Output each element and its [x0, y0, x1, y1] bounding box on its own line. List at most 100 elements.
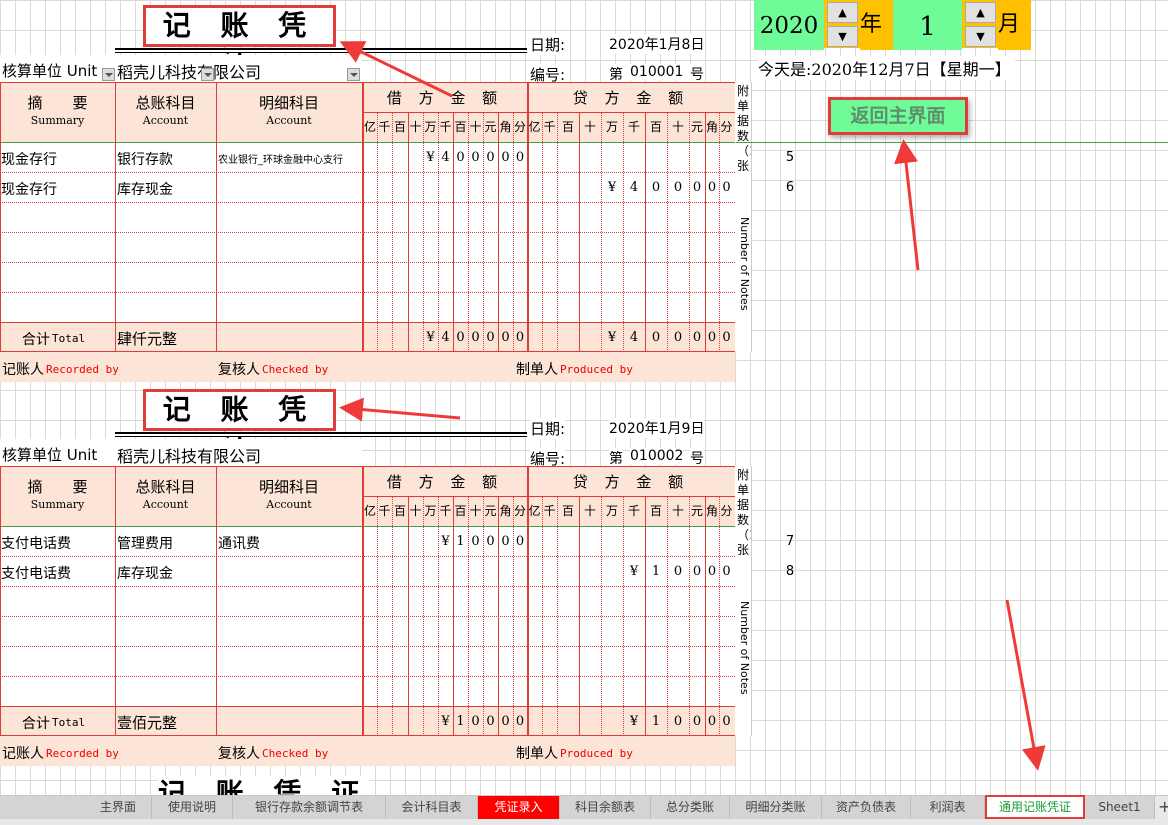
digit-column-border	[377, 112, 378, 352]
detail-filter-icon[interactable]	[347, 68, 360, 81]
tab-scroll-area[interactable]	[0, 796, 85, 819]
row-divider	[0, 202, 735, 203]
total-credit-digit: 0	[651, 330, 661, 345]
debit-digit-header: 分	[513, 120, 526, 134]
voucher-number: 010001	[630, 64, 684, 80]
attachment-count[interactable]: 7	[785, 534, 795, 549]
attachment-count[interactable]: 5	[785, 150, 795, 165]
debit-digit-header: 千	[378, 120, 391, 134]
filter-triangle-icon	[105, 73, 113, 77]
debit-digit-header: 元	[484, 504, 497, 518]
tab-11[interactable]: Sheet1	[1085, 796, 1155, 819]
column-border	[115, 466, 116, 736]
filter-triangle-icon	[204, 73, 212, 77]
header-summary: 摘 要	[27, 478, 88, 496]
tab-3[interactable]: 会计科目表	[386, 796, 478, 819]
total-credit-digit: 0	[692, 330, 702, 345]
attachment-count[interactable]: 6	[785, 180, 795, 195]
year-spinner[interactable]: ▲ ▼	[824, 0, 860, 48]
tab-1[interactable]: 使用说明	[152, 796, 233, 819]
row-summary: 支付电话费	[1, 536, 71, 552]
total-row	[0, 706, 735, 736]
row-summary: 现金存行	[1, 152, 57, 168]
unit-name[interactable]: 稻壳儿科技有限公司	[117, 63, 262, 82]
month-spinner[interactable]: ▲ ▼	[962, 0, 998, 48]
debit-digit-header: 亿	[363, 504, 376, 518]
total-debit-digit: 4	[441, 330, 450, 345]
credit-digit-header: 万	[605, 120, 618, 134]
tab-5[interactable]: 科目余额表	[560, 796, 651, 819]
column-border	[362, 466, 363, 736]
digit-column-border	[423, 496, 424, 736]
digit-column-border	[689, 112, 690, 352]
return-main-button[interactable]: 返回主界面	[828, 97, 968, 135]
row-divider	[0, 676, 735, 677]
table-top-border	[0, 82, 735, 83]
debit-digit: 1	[456, 534, 465, 549]
credit-digit-header: 千	[543, 120, 556, 134]
sign-produced-label: 制单人	[516, 746, 558, 762]
total-label-en: Total	[52, 332, 86, 345]
tab-2[interactable]: 银行存款余额调节表	[233, 796, 386, 819]
row-detail: 通讯费	[218, 536, 260, 552]
total-debit-digit: 0	[501, 330, 510, 345]
debit-digit-header: 十	[469, 120, 482, 134]
header-debit: 借 方 金 额	[386, 89, 504, 107]
sign-checked-label: 复核人	[218, 746, 260, 762]
total-credit-digit: 0	[673, 714, 683, 729]
digit-column-border	[705, 496, 706, 736]
total-credit-digit: 4	[629, 330, 639, 345]
tab-10[interactable]: 通用记账凭证	[985, 795, 1085, 819]
digit-column-border	[408, 496, 409, 736]
unit-name[interactable]: 稻壳儿科技有限公司	[117, 447, 262, 466]
month-display: 1	[893, 0, 962, 50]
year-up-icon[interactable]: ▲	[827, 2, 858, 23]
voucher-table: 摘 要 Summary 总账科目 Account 明细科目 Account 借 方 金 额 贷…	[0, 82, 736, 352]
attachment-count[interactable]: 8	[785, 564, 795, 579]
tab-4[interactable]: 凭证录入	[478, 796, 560, 819]
debit-digit: ¥	[441, 534, 450, 549]
filter-triangle-icon	[350, 73, 358, 77]
digit-column-border	[689, 496, 690, 736]
tab-8[interactable]: 资产负债表	[822, 796, 911, 819]
digit-column-border	[483, 112, 484, 352]
debit-digit-header: 元	[484, 120, 497, 134]
credit-digit-header: 百	[649, 120, 662, 134]
tab-0[interactable]: 主界面	[85, 796, 152, 819]
debit-digit-header: 十	[409, 120, 422, 134]
tab-7[interactable]: 明细分类账	[730, 796, 822, 819]
digit-column-border	[601, 496, 602, 736]
year-down-icon[interactable]: ▼	[827, 26, 858, 47]
digit-column-border	[623, 112, 624, 352]
header-account-en: Account	[142, 498, 189, 511]
unit-label-filter-icon[interactable]	[102, 68, 115, 81]
credit-digit-header: 元	[690, 504, 703, 518]
tab-6[interactable]: 总分类账	[651, 796, 730, 819]
tab-9[interactable]: 利润表	[911, 796, 985, 819]
debit-digit-header: 分	[513, 504, 526, 518]
month-down-icon[interactable]: ▼	[965, 26, 996, 47]
row-account: 库存现金	[117, 182, 173, 198]
account-filter-icon[interactable]	[201, 68, 214, 81]
row-detail: 农业银行_环球金融中心支行	[218, 155, 343, 166]
month-up-icon[interactable]: ▲	[965, 2, 996, 23]
digit-column-border	[645, 112, 646, 352]
sign-produced-label-en: Produced by	[560, 747, 633, 760]
header-account: 总账科目	[135, 94, 196, 112]
header-detail-en: Account	[266, 114, 312, 127]
sign-recorded-label-en: Recorded by	[46, 747, 119, 760]
debit-digit-header: 角	[499, 120, 512, 134]
debit-digit: 0	[501, 534, 510, 549]
debit-digit-header: 百	[454, 504, 467, 518]
header-detail-en: Account	[266, 498, 312, 511]
debit-digit: 0	[486, 534, 495, 549]
credit-digit-header: 百	[561, 504, 574, 518]
total-label-en: Total	[52, 716, 86, 729]
number-prefix: 第	[609, 448, 623, 468]
date-label: 日期:	[530, 418, 566, 439]
unit-row	[0, 439, 362, 466]
row-account: 银行存款	[117, 152, 173, 168]
row-divider	[0, 556, 735, 557]
add-sheet-button[interactable]: +	[1158, 797, 1168, 816]
total-credit-digit: 0	[707, 714, 717, 729]
